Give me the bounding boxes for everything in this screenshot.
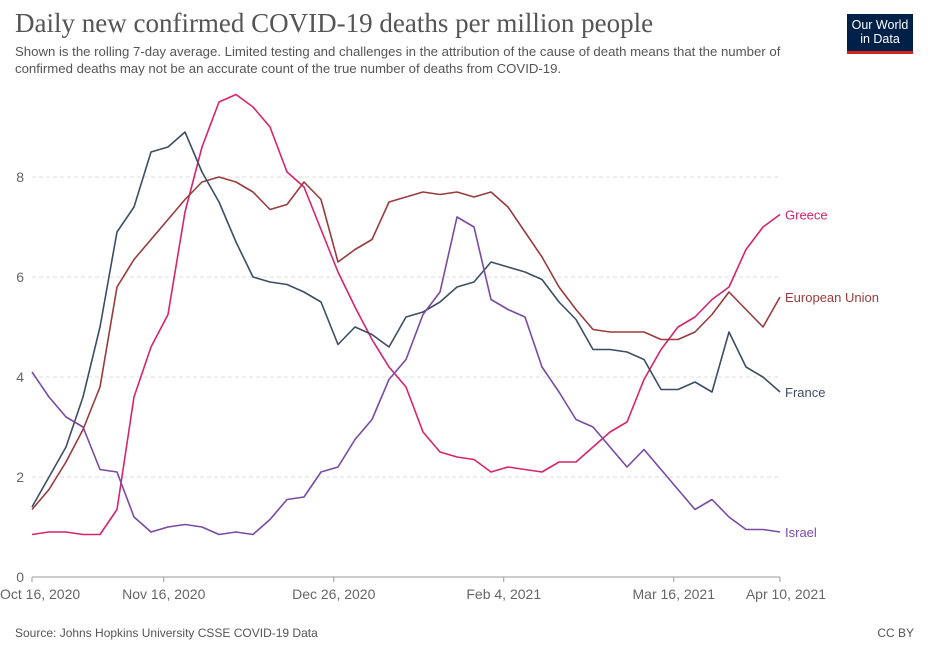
- legend-label-greece: Greece: [785, 208, 828, 223]
- legend-label-european-union: European Union: [785, 290, 879, 305]
- y-tick-label: 8: [16, 169, 24, 185]
- series-line-greece: [31, 93, 781, 536]
- source-note[interactable]: Source: Johns Hopkins University CSSE CO…: [15, 626, 318, 640]
- x-tick-label: Oct 16, 2020: [0, 586, 80, 602]
- x-tick-label: Nov 16, 2020: [122, 586, 205, 602]
- legend-label-france: France: [785, 385, 825, 400]
- license-link[interactable]: CC BY: [877, 626, 914, 640]
- y-tick-label: 6: [16, 269, 24, 285]
- chart-title: Daily new confirmed COVID-19 deaths per …: [15, 8, 654, 38]
- x-tick-label: Feb 4, 2021: [466, 586, 541, 602]
- series-line-european-union: [31, 176, 781, 511]
- y-tick-label: 4: [16, 369, 24, 385]
- x-tick-label: Mar 16, 2021: [633, 586, 716, 602]
- series-line-israel: [31, 216, 781, 536]
- y-tick-label: 2: [16, 469, 24, 485]
- legend-label-israel: Israel: [785, 525, 817, 540]
- chart-subtitle: Shown is the rolling 7-day average. Limi…: [15, 44, 781, 76]
- series-line-france: [31, 131, 781, 508]
- owid-logo[interactable]: Our World in Data: [847, 14, 913, 54]
- y-tick-label: 0: [16, 569, 24, 585]
- x-tick-label: Dec 26, 2020: [292, 586, 375, 602]
- x-tick-label: Apr 10, 2021: [746, 586, 826, 602]
